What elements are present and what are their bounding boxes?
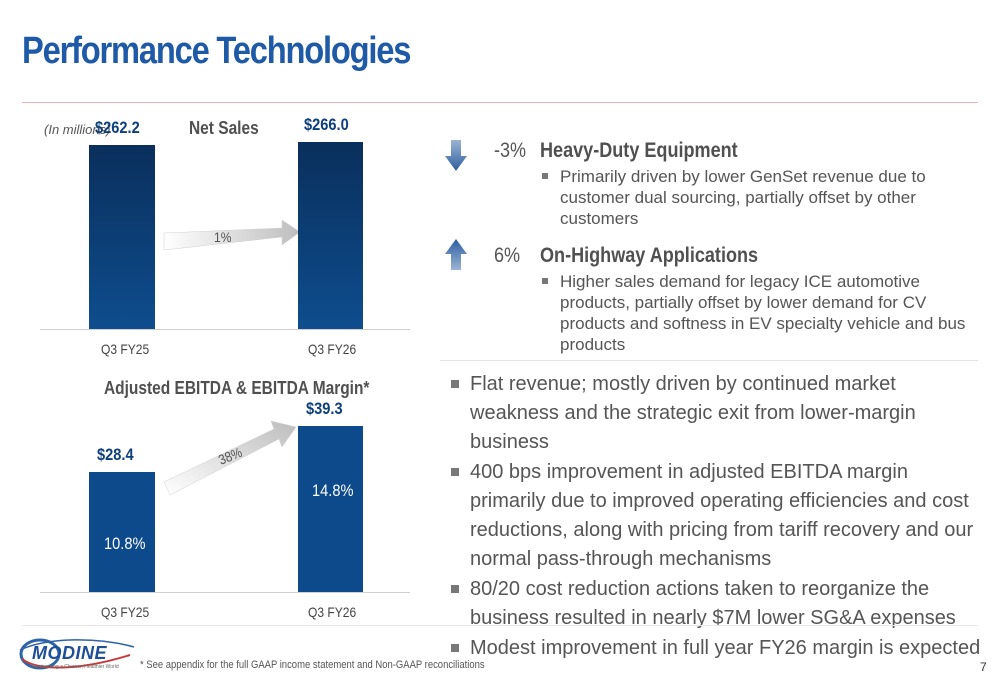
arrow-down-icon	[445, 140, 467, 171]
ebitda-chart-title: Adjusted EBITDA & EBITDA Margin*	[104, 378, 370, 398]
logo-tagline: Engineering a Cleaner, Healthier World	[32, 664, 119, 670]
ebitda-value-q3-fy25: $28.4	[97, 445, 134, 464]
page-title: Performance Technologies	[22, 30, 411, 72]
list-item: 400 bps improvement in adjusted EBITDA m…	[450, 458, 985, 574]
ebitda-value-q3-fy26: $39.3	[306, 399, 343, 418]
list-item: Flat revenue; mostly driven by continued…	[450, 370, 985, 457]
net-sales-baseline	[40, 329, 410, 330]
list-item: Modest improvement in full year FY26 mar…	[450, 634, 985, 663]
highlights-list: Flat revenue; mostly driven by continued…	[450, 370, 985, 664]
logo-swoosh-icon	[19, 638, 135, 670]
net-sales-growth-arrow	[163, 219, 301, 251]
net-sales-chart-title: Net Sales	[189, 118, 259, 138]
title-divider	[22, 102, 978, 103]
ebitda-growth-arrow	[163, 420, 297, 496]
ebitda-baseline	[40, 592, 410, 593]
net-sales-chart: 1% $262.2 $266.0 Q3 FY25 Q3 FY26	[40, 115, 410, 365]
segment-bullets-heavy-duty: Primarily driven by lower GenSet revenue…	[540, 166, 990, 229]
net-sales-bar-q3-fy26	[298, 142, 363, 329]
logo-wordmark: MODINE	[32, 643, 107, 663]
segment-name-on-highway: On-Highway Applications	[540, 244, 759, 267]
ebitda-bar-q3-fy26	[298, 426, 363, 592]
footer-divider	[22, 625, 978, 626]
net-sales-bar-q3-fy25	[89, 145, 155, 329]
net-sales-xtick-q3-fy26: Q3 FY26	[308, 341, 357, 357]
list-item: Primarily driven by lower GenSet revenue…	[540, 166, 990, 229]
segment-change-on-highway: 6%	[494, 244, 521, 267]
segment-bullets-on-highway: Higher sales demand for legacy ICE autom…	[540, 271, 990, 355]
net-sales-value-q3-fy25: $262.2	[95, 118, 140, 137]
arrow-up-icon	[445, 239, 467, 270]
page-number: 7	[980, 660, 987, 674]
ebitda-margin-q3-fy25: 10.8%	[104, 534, 146, 553]
segment-name-heavy-duty: Heavy-Duty Equipment	[540, 139, 738, 162]
ebitda-chart: 38% $28.4 $39.3 10.8% 14.8% Q3 FY25 Q3 F…	[40, 395, 410, 625]
ebitda-xtick-q3-fy26: Q3 FY26	[308, 604, 357, 620]
footnote: * See appendix for the full GAAP income …	[140, 659, 485, 671]
ebitda-margin-q3-fy26: 14.8%	[312, 481, 354, 500]
ebitda-bar-q3-fy25	[89, 472, 155, 592]
list-item: Higher sales demand for legacy ICE autom…	[540, 271, 990, 355]
segment-change-heavy-duty: -3%	[494, 139, 527, 162]
list-item: 80/20 cost reduction actions taken to re…	[450, 575, 985, 633]
section-divider	[440, 360, 978, 361]
net-sales-growth-label: 1%	[214, 229, 232, 245]
ebitda-xtick-q3-fy25: Q3 FY25	[101, 604, 150, 620]
net-sales-xtick-q3-fy25: Q3 FY25	[101, 341, 150, 357]
modine-logo: MODINE Engineering a Cleaner, Healthier …	[18, 633, 136, 675]
units-note: (In millions)	[44, 122, 111, 137]
net-sales-value-q3-fy26: $266.0	[304, 115, 349, 134]
